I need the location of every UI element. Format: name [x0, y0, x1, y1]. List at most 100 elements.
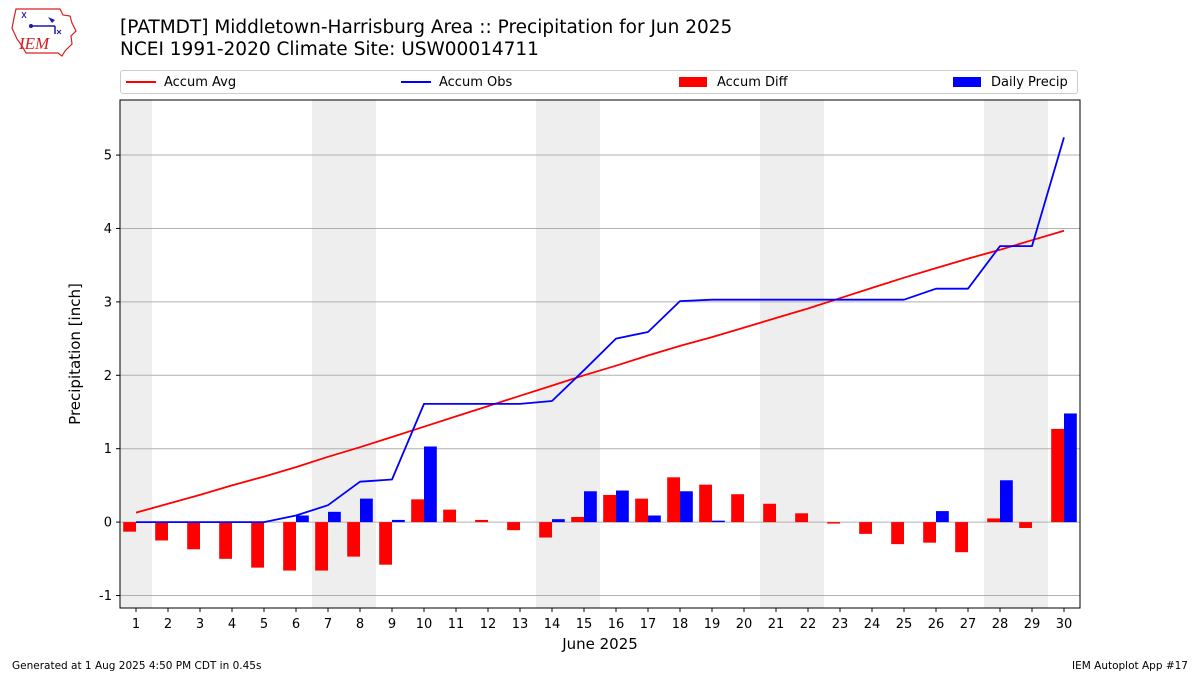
weekend-shade-day-29 — [1016, 100, 1048, 608]
bar-accum-diff-day-18 — [667, 477, 680, 523]
bar-accum-diff-day-6 — [283, 522, 296, 571]
iem-logo: IEM — [11, 8, 77, 57]
bar-daily-precip-day-8 — [360, 498, 373, 523]
weekend-shade-day-15 — [568, 100, 600, 608]
bar-accum-diff-day-3 — [187, 522, 200, 550]
legend-swatch-accum-obs — [401, 81, 431, 83]
weekend-shade-day-21 — [760, 100, 792, 608]
chart-subtitle: NCEI 1991-2020 Climate Site: USW00014711 — [120, 39, 539, 60]
bar-accum-diff-day-15 — [571, 516, 584, 523]
bar-daily-precip-day-19 — [712, 520, 725, 523]
x-axis-title: June 2025 — [561, 635, 638, 653]
series-line-accum-obs — [136, 137, 1065, 523]
bar-accum-diff-day-17 — [635, 498, 648, 523]
x-tick-label-13: 13 — [512, 617, 529, 632]
x-tick-label-10: 10 — [416, 617, 433, 632]
legend-label-accum-diff: Accum Diff — [717, 74, 788, 90]
bar-accum-diff-day-16 — [603, 494, 616, 523]
bar-accum-diff-day-24 — [859, 522, 872, 534]
bar-daily-precip-day-10 — [424, 446, 437, 523]
legend: Accum Avg Accum Obs Accum Diff Daily Pre… — [120, 70, 1078, 94]
y-tick-label-4: 4 — [104, 222, 112, 237]
bar-accum-diff-day-9 — [379, 522, 392, 565]
bar-accum-diff-day-10 — [411, 499, 424, 523]
bar-daily-precip-day-14 — [552, 519, 565, 523]
x-tick-label-12: 12 — [480, 617, 497, 632]
x-tick-label-15: 15 — [576, 617, 593, 632]
bar-accum-diff-day-21 — [763, 503, 776, 523]
x-tick-label-25: 25 — [896, 617, 913, 632]
y-tick-label-0: 0 — [104, 516, 112, 531]
x-tick-label-23: 23 — [832, 617, 849, 632]
x-tick-label-4: 4 — [228, 617, 236, 632]
bar-daily-precip-day-15 — [584, 491, 597, 523]
bar-accum-diff-day-27 — [955, 522, 968, 553]
bar-daily-precip-day-7 — [328, 511, 341, 523]
x-tick-label-21: 21 — [768, 617, 785, 632]
y-tick-label--1: -1 — [99, 589, 112, 604]
legend-label-accum-obs: Accum Obs — [439, 74, 513, 90]
x-tick-label-27: 27 — [960, 617, 977, 632]
legend-item-daily-precip: Daily Precip — [953, 71, 1068, 93]
bar-accum-diff-day-28 — [987, 518, 1000, 523]
x-tick-label-30: 30 — [1056, 617, 1073, 632]
x-tick-label-5: 5 — [260, 617, 268, 632]
bar-daily-precip-day-17 — [648, 515, 661, 523]
x-tick-label-18: 18 — [672, 617, 689, 632]
bar-accum-diff-day-7 — [315, 522, 328, 571]
bar-daily-precip-day-26 — [936, 511, 949, 523]
bar-accum-diff-day-1 — [123, 522, 136, 532]
x-tick-label-22: 22 — [800, 617, 817, 632]
x-tick-label-1: 1 — [132, 617, 140, 632]
weekend-shade-day-22 — [792, 100, 824, 608]
x-tick-label-17: 17 — [640, 617, 657, 632]
x-tick-label-16: 16 — [608, 617, 625, 632]
x-tick-label-7: 7 — [324, 617, 332, 632]
bar-daily-precip-day-28 — [1000, 480, 1013, 523]
x-tick-label-24: 24 — [864, 617, 881, 632]
weekend-shade-day-28 — [984, 100, 1016, 608]
bar-daily-precip-day-6 — [296, 515, 309, 523]
bar-accum-diff-day-14 — [539, 522, 552, 538]
legend-swatch-accum-diff — [679, 77, 707, 87]
app-credit: IEM Autoplot App #17 — [1072, 660, 1188, 672]
plot-frame — [119, 99, 1081, 609]
bar-daily-precip-day-18 — [680, 491, 693, 523]
bar-accum-diff-day-20 — [731, 494, 744, 523]
bar-accum-diff-day-5 — [251, 522, 264, 568]
bar-accum-diff-day-11 — [443, 509, 456, 523]
bar-accum-diff-day-8 — [347, 522, 360, 557]
bar-accum-diff-day-22 — [795, 513, 808, 523]
x-tick-label-8: 8 — [356, 617, 364, 632]
bar-accum-diff-day-12 — [475, 519, 488, 523]
bar-accum-diff-day-19 — [699, 484, 712, 523]
series-line-accum-avg — [135, 229, 1065, 514]
x-tick-label-2: 2 — [164, 617, 172, 632]
bar-daily-precip-day-9 — [392, 519, 405, 523]
x-tick-label-29: 29 — [1024, 617, 1041, 632]
logo-text: IEM — [18, 34, 50, 53]
legend-item-accum-obs: Accum Obs — [401, 71, 512, 93]
legend-item-accum-diff: Accum Diff — [679, 71, 788, 93]
x-tick-label-6: 6 — [292, 617, 300, 632]
bar-accum-diff-day-29 — [1019, 522, 1032, 528]
bar-daily-precip-day-30 — [1064, 413, 1077, 523]
bar-accum-diff-day-13 — [507, 522, 520, 531]
y-tick-label-2: 2 — [104, 369, 112, 384]
bar-accum-diff-day-4 — [219, 522, 232, 559]
bar-accum-diff-day-30 — [1051, 428, 1064, 523]
legend-label-accum-avg: Accum Avg — [164, 74, 237, 90]
weekend-shade-day-1 — [120, 100, 152, 608]
bar-accum-diff-day-2 — [155, 522, 168, 541]
x-tick-label-26: 26 — [928, 617, 945, 632]
bar-accum-diff-day-25 — [891, 522, 904, 545]
legend-item-accum-avg: Accum Avg — [126, 71, 236, 93]
bar-accum-diff-day-26 — [923, 522, 936, 543]
generated-timestamp: Generated at 1 Aug 2025 4:50 PM CDT in 0… — [12, 660, 262, 672]
chart-title: [PATMDT] Middletown-Harrisburg Area :: P… — [120, 17, 733, 38]
legend-swatch-accum-avg — [126, 81, 156, 83]
bar-daily-precip-day-16 — [616, 490, 629, 523]
y-tick-label-1: 1 — [104, 442, 112, 457]
legend-swatch-daily-precip — [953, 77, 981, 87]
